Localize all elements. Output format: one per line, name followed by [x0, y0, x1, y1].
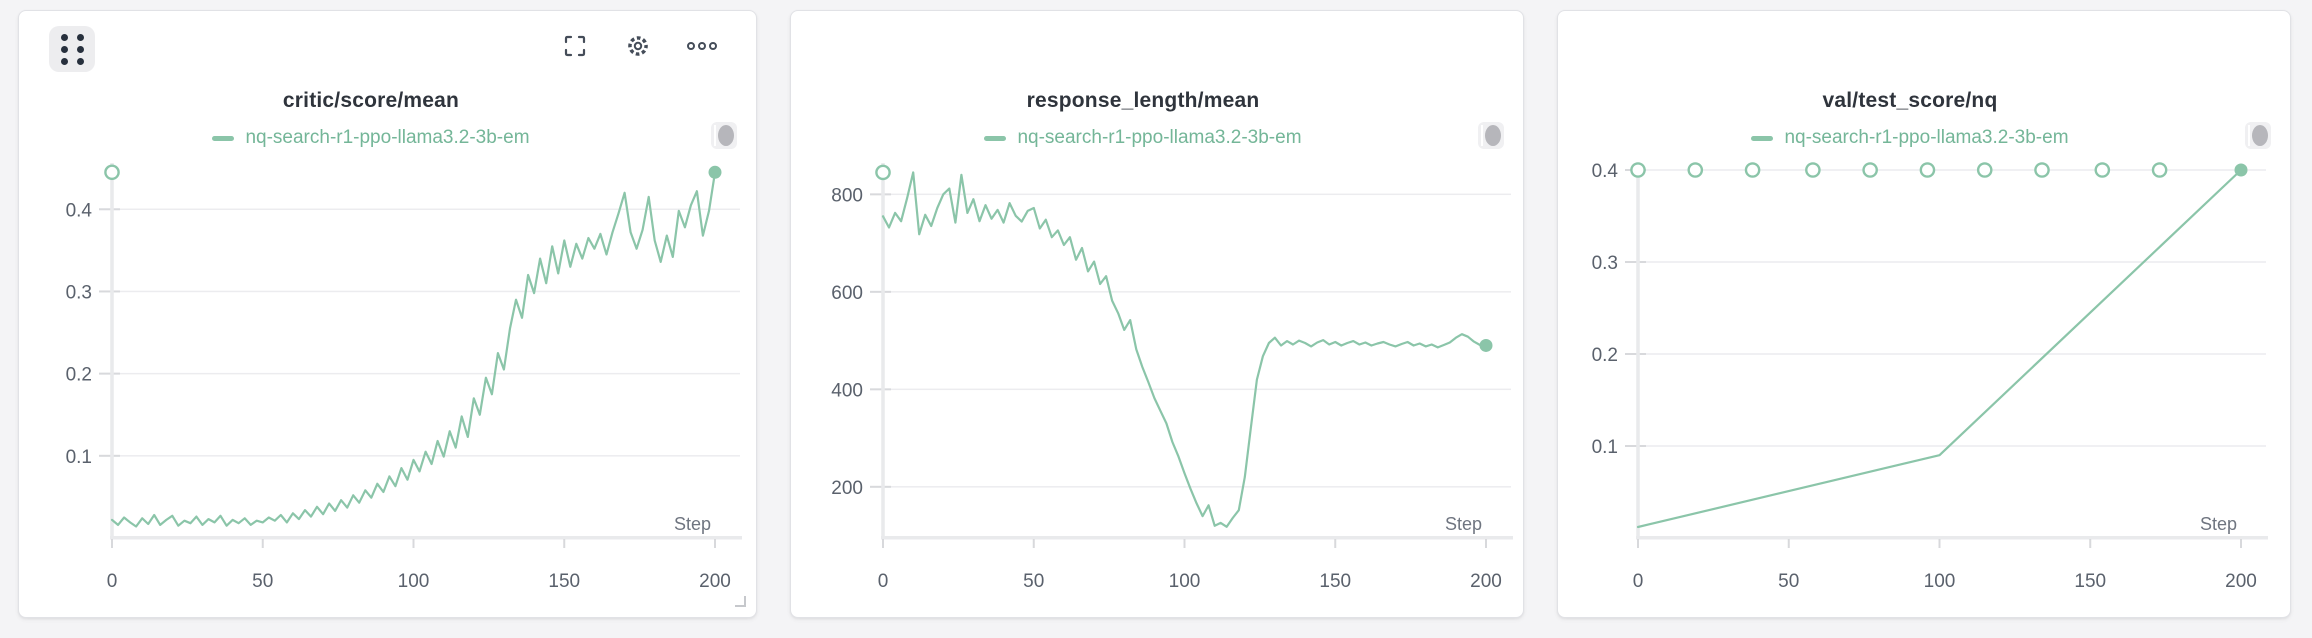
scrubber-thumb-icon: [1485, 125, 1501, 146]
legend-line-swatch: [1751, 135, 1774, 141]
chart-title: critic/score/mean: [282, 89, 460, 112]
svg-text:0.3: 0.3: [1592, 253, 1618, 274]
chart-title: response_length/mean: [1026, 89, 1260, 112]
scrubber-thumb-icon: [2252, 125, 2268, 146]
legend-run-name: nq-search-r1-ppo-llama3.2-3b-em: [245, 127, 530, 148]
svg-text:0.2: 0.2: [1592, 345, 1618, 366]
panel-scrubber-handle[interactable]: [1478, 122, 1504, 149]
fullscreen-icon[interactable]: [563, 34, 587, 58]
legend: nq-search-r1-ppo-llama3.2-3b-em: [791, 126, 1495, 150]
panel-critic-score-mean: critic/score/mean nq-search-r1-ppo-llama…: [18, 10, 757, 618]
svg-text:50: 50: [1023, 571, 1044, 592]
svg-text:100: 100: [1924, 571, 1956, 592]
svg-text:600: 600: [831, 283, 863, 304]
svg-text:150: 150: [1319, 571, 1351, 592]
panel-grid: critic/score/mean nq-search-r1-ppo-llama…: [18, 10, 2291, 618]
legend: nq-search-r1-ppo-llama3.2-3b-em: [19, 126, 723, 150]
svg-text:200: 200: [1470, 571, 1502, 592]
svg-text:150: 150: [2074, 571, 2106, 592]
svg-text:50: 50: [1778, 571, 1799, 592]
svg-text:Step: Step: [2200, 514, 2237, 534]
legend-run-name: nq-search-r1-ppo-llama3.2-3b-em: [1017, 127, 1302, 148]
panel-scrubber-handle[interactable]: [711, 122, 737, 149]
svg-text:0.1: 0.1: [1592, 437, 1618, 458]
panel-val-test-score-nq: val/test_score/nq nq-search-r1-ppo-llama…: [1557, 10, 2291, 618]
svg-text:50: 50: [252, 571, 273, 592]
line-chart-critic-score-mean[interactable]: 0.1 0.2 0.3 0.4 0 50 100 150 200 Step: [19, 11, 758, 619]
svg-text:200: 200: [831, 478, 863, 499]
svg-text:Step: Step: [1445, 514, 1482, 534]
svg-text:150: 150: [548, 571, 580, 592]
chart-title: val/test_score/nq: [1822, 89, 1998, 112]
svg-text:200: 200: [2225, 571, 2257, 592]
svg-text:0.4: 0.4: [1592, 161, 1619, 182]
legend-run-name: nq-search-r1-ppo-llama3.2-3b-em: [1784, 127, 2069, 148]
svg-text:0.2: 0.2: [66, 365, 92, 386]
panel-scrubber-handle[interactable]: [2245, 122, 2271, 149]
svg-text:0: 0: [1633, 571, 1644, 592]
svg-text:0.4: 0.4: [66, 200, 93, 221]
legend-line-swatch: [984, 135, 1007, 141]
svg-text:0.1: 0.1: [66, 447, 92, 468]
gear-icon[interactable]: [626, 34, 650, 58]
legend-line-swatch: [212, 135, 235, 141]
svg-text:0: 0: [878, 571, 889, 592]
panel-resize-handle[interactable]: [735, 596, 746, 607]
scrubber-thumb-icon: [718, 125, 734, 146]
ellipsis-icon[interactable]: [686, 39, 718, 53]
svg-text:400: 400: [831, 380, 863, 401]
drag-handle-icon[interactable]: [49, 26, 95, 72]
svg-text:100: 100: [398, 571, 430, 592]
svg-text:Step: Step: [674, 514, 711, 534]
legend: nq-search-r1-ppo-llama3.2-3b-em: [1558, 126, 2262, 150]
svg-text:100: 100: [1169, 571, 1201, 592]
svg-text:0.3: 0.3: [66, 282, 92, 303]
panel-response-length-mean: response_length/mean nq-search-r1-ppo-ll…: [790, 10, 1524, 618]
svg-text:0: 0: [107, 571, 118, 592]
line-chart-val-test-score-nq[interactable]: 0.1 0.2 0.3 0.4 0 50 100 150 200 Step: [1558, 11, 2292, 619]
line-chart-response-length-mean[interactable]: 200 400 600 800 0 50 100 150 200 Step: [791, 11, 1525, 619]
svg-text:200: 200: [699, 571, 731, 592]
svg-text:800: 800: [831, 185, 863, 206]
